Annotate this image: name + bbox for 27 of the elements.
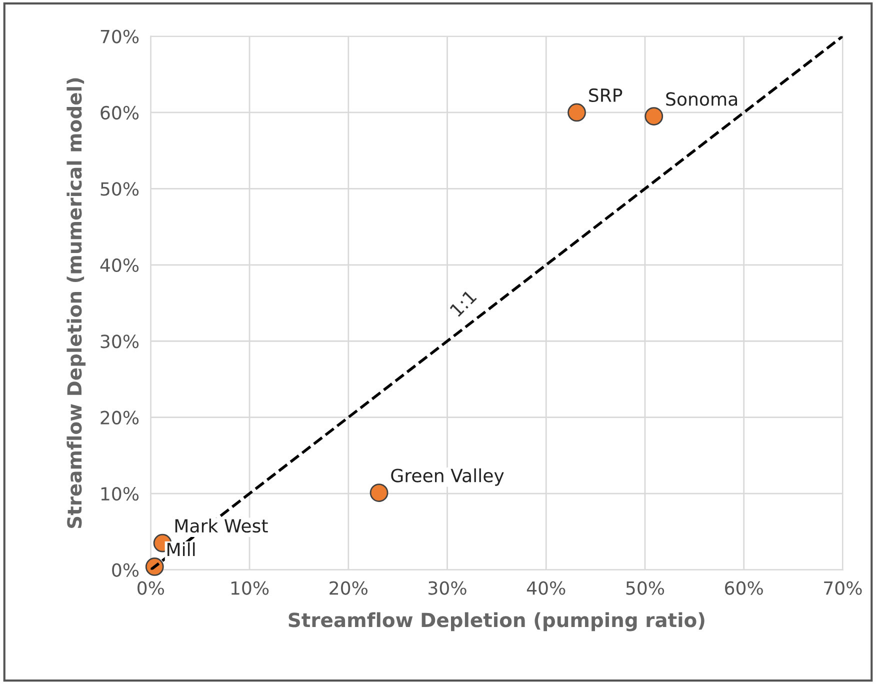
x-tick-label: 0% <box>138 581 164 595</box>
y-axis-title: Streamflow Depletion (mumerical model) <box>66 78 86 528</box>
annotation: Sonoma <box>666 92 738 106</box>
annotation: SRP <box>589 88 622 102</box>
annotation: Mark West <box>175 518 268 533</box>
y-tick-label: 40% <box>100 258 139 272</box>
point <box>644 107 664 126</box>
point <box>568 103 586 122</box>
text: 1:1 <box>450 290 477 317</box>
x-tick-label: 20% <box>330 581 368 595</box>
y-tick-label: 50% <box>100 182 139 196</box>
x-tick-label: 70% <box>824 581 862 595</box>
x-tick-label: 40% <box>526 581 566 595</box>
y-tick-label: 10% <box>101 487 139 501</box>
y-tick-label: 20% <box>100 410 139 424</box>
annotation: Green Valley <box>391 468 504 486</box>
x-tick-label: 50% <box>626 581 664 595</box>
x-tick-label: 60% <box>725 581 763 595</box>
y-tick-label: 70% <box>100 30 139 44</box>
x-tick-label: 10% <box>231 581 269 595</box>
annotation: Mill <box>168 542 195 556</box>
x-tick-label: 30% <box>428 581 466 595</box>
y-tick-label: 60% <box>100 106 139 120</box>
x-axis-title: Streamflow Depletion (pumping ratio) <box>288 612 704 632</box>
point <box>370 484 388 502</box>
y-tick-label: 30% <box>100 334 139 348</box>
y-tick-label: 0% <box>112 563 139 577</box>
